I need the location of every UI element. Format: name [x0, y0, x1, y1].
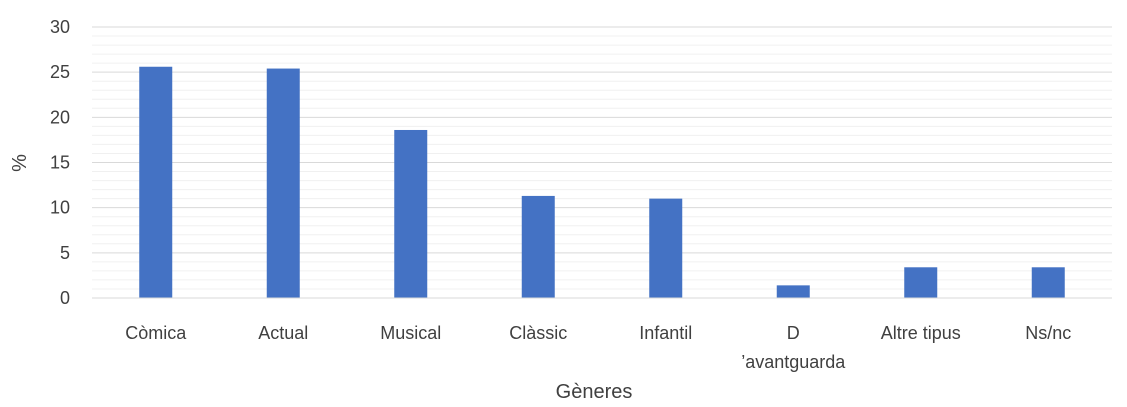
- bar: [649, 198, 683, 298]
- bar: [139, 66, 173, 298]
- y-tick-label: 30: [50, 17, 70, 37]
- y-tick-label: 15: [50, 153, 70, 173]
- x-tick-label: Actual: [258, 323, 308, 343]
- x-tick-label: Clàssic: [509, 323, 567, 343]
- bar-series: [139, 66, 1065, 298]
- y-tick-label: 10: [50, 198, 70, 218]
- major-gridlines: [92, 26, 1112, 254]
- x-axis-tick-labels: Còmica Actual Musical Clàssic Infantil D’avan…: [125, 323, 1071, 372]
- x-tick-label: Ns/nc: [1025, 323, 1071, 343]
- bar: [394, 129, 428, 298]
- y-tick-label: 5: [60, 243, 70, 263]
- bar: [266, 68, 300, 298]
- bar: [1031, 267, 1065, 298]
- x-tick-label: Infantil: [639, 323, 692, 343]
- y-tick-label: 25: [50, 62, 70, 82]
- y-axis-title: %: [9, 154, 31, 172]
- minor-gridlines: [92, 35, 1112, 290]
- y-axis-tick-labels: 0 5 10 15 20 25 30: [50, 17, 70, 308]
- x-tick-label: D’avantguarda: [741, 323, 846, 372]
- y-tick-label: 0: [60, 288, 70, 308]
- x-tick-label: Altre tipus: [881, 323, 961, 343]
- x-tick-label: Musical: [380, 323, 441, 343]
- bar: [521, 195, 555, 298]
- x-tick-label: Còmica: [125, 323, 187, 343]
- bar: [776, 285, 810, 298]
- y-tick-label: 20: [50, 107, 70, 127]
- bar: [904, 267, 938, 298]
- x-axis-title: Gèneres: [556, 381, 633, 403]
